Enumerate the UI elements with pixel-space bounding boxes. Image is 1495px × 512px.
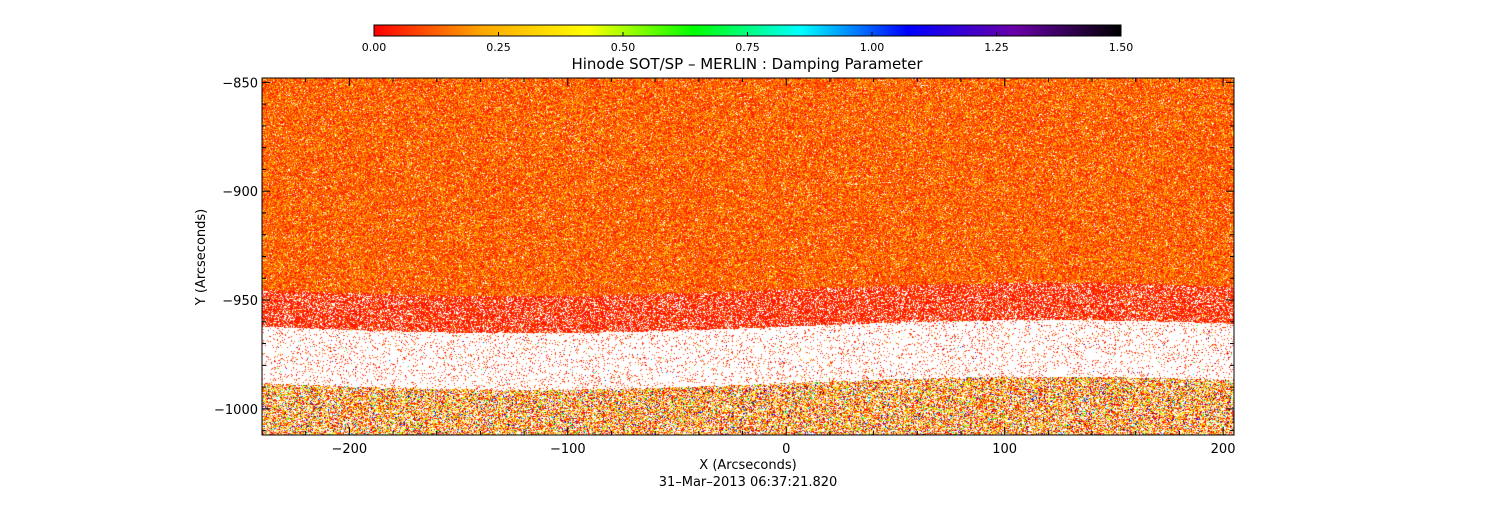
x-tick-label: −100 [550,442,586,457]
y-tick-label: −1000 [214,403,258,418]
y-axis-ticks: −850 −900 −950 −1000 [214,76,1234,432]
plot-area [261,77,1235,436]
heatmap-image [262,78,1234,435]
y-tick-label: −950 [222,294,258,309]
colorbar-tick-label: 1.25 [984,41,1009,54]
x-tick-label: 0 [782,442,790,457]
colorbar-tick-label: 0.75 [735,41,760,54]
colorbar-tick-label: 0.50 [611,41,636,54]
x-tick-label: −200 [332,442,368,457]
colorbar-tick-label: 1.50 [1109,41,1134,54]
colorbar-tick-label: 0.00 [362,41,387,54]
colorbar-tick-label: 0.25 [486,41,511,54]
colorbar-ticks: 0.00 0.25 0.50 0.75 1.00 1.25 1.50 [362,32,1134,54]
chart-title: Hinode SOT/SP – MERLIN : Damping Paramet… [571,55,923,73]
x-tick-label: 200 [1211,442,1236,457]
y-axis-label: Y (Arcseconds) [194,209,209,306]
y-tick-label: −900 [222,185,258,200]
colorbar-tick-label: 1.00 [860,41,885,54]
x-axis-ticks: −200 −100 0 100 200 [261,78,1236,457]
x-tick-label: 100 [992,442,1017,457]
y-tick-label: −850 [222,76,258,91]
x-axis-label: X (Arcseconds) [699,458,796,473]
observation-date: 31–Mar–2013 06:37:21.820 [659,475,838,490]
